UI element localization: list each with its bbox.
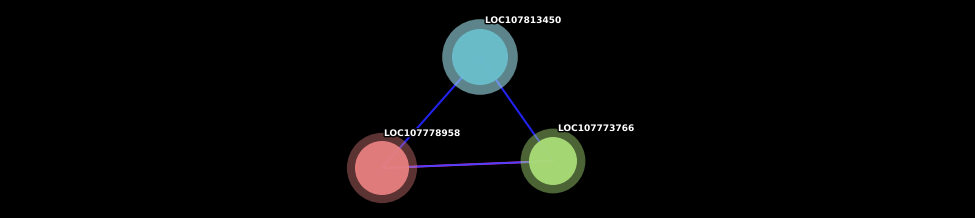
Circle shape	[452, 29, 508, 85]
Circle shape	[355, 141, 409, 195]
Circle shape	[529, 137, 577, 185]
Circle shape	[347, 133, 417, 203]
Circle shape	[443, 19, 518, 95]
Text: LOC107813450: LOC107813450	[485, 16, 561, 25]
Circle shape	[521, 129, 585, 193]
Text: LOC107773766: LOC107773766	[558, 124, 635, 133]
Text: LOC107778958: LOC107778958	[384, 129, 460, 138]
